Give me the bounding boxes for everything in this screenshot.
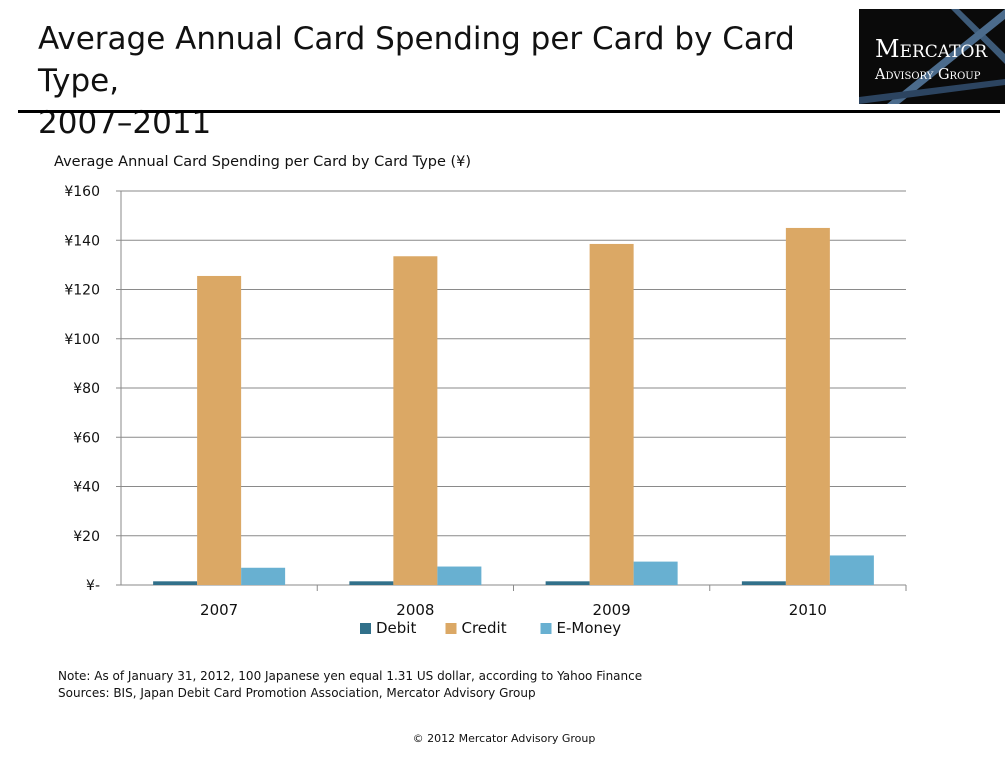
bar-debit-2010 [741,581,786,585]
bar-e-money-2007 [241,567,286,585]
x-tick-label: 2010 [789,601,827,619]
bar-debit-2009 [545,581,590,585]
chart-title: Average Annual Card Spending per Card by… [54,154,471,170]
title-divider [18,110,1000,113]
y-tick-label: ¥120 [64,283,100,299]
slide-title: Average Annual Card Spending per Card by… [38,18,838,144]
legend-label-credit: Credit [462,619,507,637]
logo-text-main: Mercator [875,35,988,63]
y-tick-label: ¥- [86,578,100,594]
mercator-logo: Mercator Advisory Group [859,9,1005,104]
x-tick-label: 2007 [200,601,238,619]
y-tick-label: ¥40 [73,480,100,496]
legend-swatch-e-money [540,623,552,634]
footnotes: Note: As of January 31, 2012, 100 Japane… [58,668,642,702]
bar-e-money-2008 [437,566,482,585]
bar-e-money-2009 [633,561,678,585]
bar-credit-2008 [393,256,438,585]
bar-e-money-2010 [829,555,874,585]
x-tick-label: 2009 [593,601,631,619]
bar-debit-2008 [349,581,394,585]
bar-chart: Average Annual Card Spending per Card by… [54,154,907,637]
bar-credit-2009 [589,243,634,585]
y-tick-label: ¥100 [64,332,100,348]
slide-title-line-1: Average Annual Card Spending per Card by… [38,21,795,99]
bar-debit-2007 [153,581,198,585]
legend-label-debit: Debit [376,619,416,637]
y-tick-label: ¥60 [73,430,100,446]
y-tick-label: ¥160 [64,184,100,200]
exchange-rate-note: Note: As of January 31, 2012, 100 Japane… [58,669,643,683]
legend-swatch-debit [360,623,371,634]
legend-label-e-money: E-Money [557,619,622,637]
sources-note: Sources: BIS, Japan Debit Card Promotion… [58,686,536,700]
bar-credit-2010 [785,227,830,585]
y-tick-label: ¥20 [73,529,100,545]
copyright-text: © 2012 Mercator Advisory Group [412,732,596,745]
x-tick-label: 2008 [396,601,434,619]
logo-text-sub: Advisory Group [875,67,981,83]
y-tick-label: ¥140 [64,233,100,249]
y-tick-label: ¥80 [73,381,100,397]
legend-swatch-credit [445,623,457,634]
bar-credit-2007 [197,275,242,585]
logo-x-mark-icon [859,9,1005,104]
